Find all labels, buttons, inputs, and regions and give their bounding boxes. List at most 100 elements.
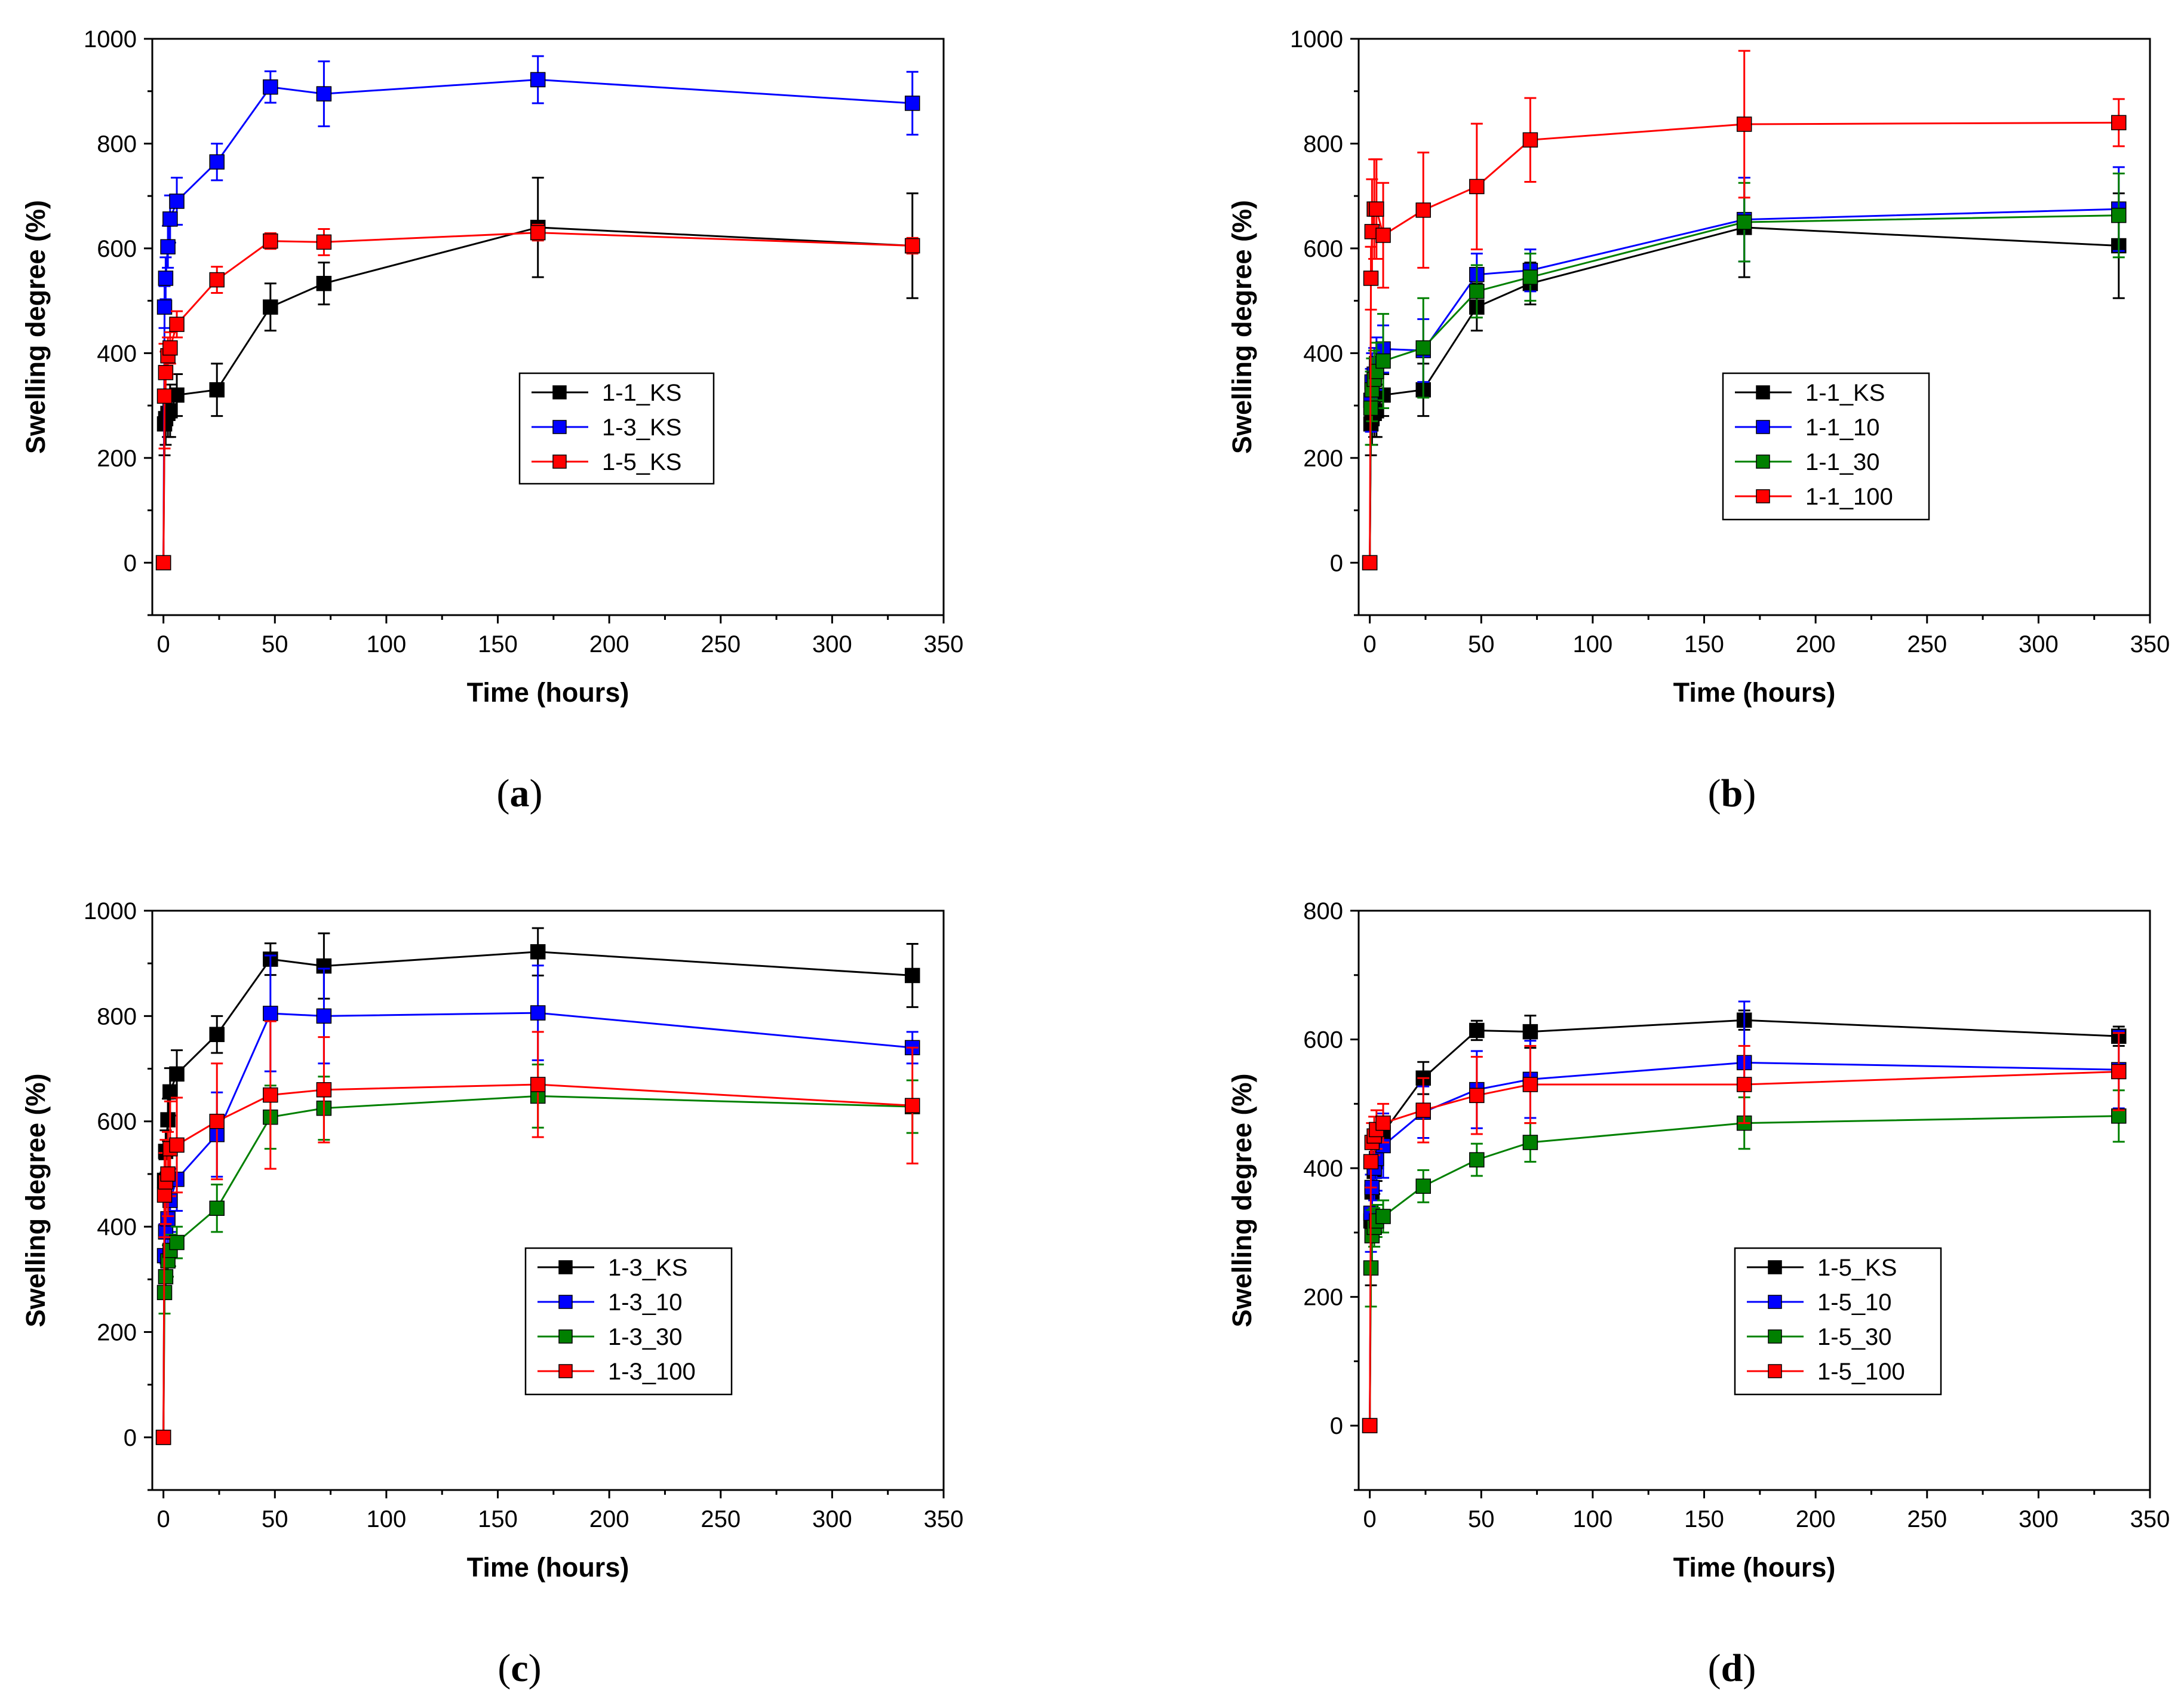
- legend-label: 1-3_30: [608, 1324, 683, 1350]
- data-point: [158, 271, 174, 286]
- y-axis-title: Swelling degree (%): [1227, 200, 1257, 454]
- data-point: [209, 1200, 225, 1216]
- y-axis-title: Swelling degree (%): [20, 1073, 51, 1327]
- panel-label-letter: d: [1721, 1646, 1743, 1690]
- data-point: [1736, 214, 1752, 230]
- data-point: [1375, 228, 1391, 243]
- x-tick-label: 100: [1573, 631, 1613, 658]
- chart-panel-d: 0 50 100 150 200 250 300 350 0 200 400 600 800 Time (…: [1227, 898, 2170, 1690]
- x-tick-label: 150: [478, 631, 518, 658]
- data-point: [1375, 1115, 1391, 1131]
- legend-marker: [1756, 420, 1770, 434]
- data-point: [1362, 1418, 1378, 1433]
- y-tick-label: 800: [1303, 131, 1343, 157]
- panel-label: (a): [497, 772, 543, 815]
- y-tick-label: 0: [124, 550, 137, 576]
- legend-label: 1-5_100: [1817, 1359, 1905, 1385]
- series-1-3_KS: [155, 55, 920, 571]
- legend-label: 1-1_KS: [1805, 380, 1885, 406]
- legend: 1-1_KS 1-1_10 1-1_30 1-1_100: [1722, 372, 1930, 521]
- data-point: [904, 967, 920, 984]
- legend-marker: [552, 385, 567, 400]
- legend-label: 1-3_10: [608, 1289, 683, 1316]
- data-point: [1469, 1022, 1485, 1039]
- panel-label: (d): [1708, 1646, 1756, 1690]
- data-point: [2111, 1108, 2127, 1124]
- data-point: [160, 239, 176, 255]
- data-point: [316, 1082, 332, 1098]
- x-tick-label: 300: [2019, 631, 2059, 658]
- y-tick-label: 600: [97, 1109, 137, 1135]
- y-tick-label: 200: [1303, 446, 1343, 472]
- data-point: [2111, 1064, 2127, 1080]
- legend-label: 1-3_100: [608, 1359, 696, 1385]
- legend-marker: [558, 1295, 573, 1309]
- x-tick-label: 300: [812, 1506, 852, 1532]
- data-point: [316, 1008, 332, 1024]
- legend-label: 1-5_KS: [1817, 1255, 1897, 1281]
- y-tick-label: 800: [1303, 898, 1343, 924]
- x-tick-label: 100: [1573, 1506, 1613, 1532]
- data-point: [156, 299, 173, 315]
- series-1-5_100: [1362, 1032, 2127, 1433]
- y-tick-label: 800: [97, 1003, 137, 1030]
- x-tick-label: 300: [812, 631, 852, 658]
- plot-frame: [1357, 910, 2151, 1491]
- legend-marker: [1768, 1295, 1782, 1309]
- panel-label-letter: c: [511, 1646, 528, 1690]
- panel-label-open: (: [497, 1646, 511, 1690]
- x-axis-title: Time (hours): [1673, 677, 1836, 708]
- data-point: [1415, 1178, 1431, 1194]
- data-point: [316, 86, 332, 102]
- legend-label: 1-5_10: [1817, 1289, 1892, 1316]
- x-tick-label: 100: [367, 1506, 407, 1532]
- y-tick-label: 0: [1330, 1413, 1343, 1439]
- legend-label: 1-5_30: [1817, 1324, 1892, 1350]
- legend-marker: [552, 454, 567, 469]
- x-tick-label: 250: [701, 631, 741, 658]
- legend: 1-1_KS 1-3_KS 1-5_KS: [518, 372, 715, 485]
- y-tick-label: 200: [1303, 1285, 1343, 1311]
- x-tick-label: 200: [1796, 631, 1836, 658]
- data-point: [1415, 1102, 1431, 1118]
- data-point: [1363, 271, 1379, 286]
- x-tick-label: 250: [1907, 1506, 1947, 1532]
- legend-marker: [1756, 489, 1770, 503]
- data-point: [1469, 1152, 1485, 1168]
- x-tick-label: 200: [1796, 1506, 1836, 1532]
- y-axis-title: Swelling degree (%): [1227, 1073, 1257, 1327]
- panel-label: (b): [1708, 772, 1756, 815]
- x-axis-title: Time (hours): [1673, 1552, 1836, 1583]
- legend-label: 1-5_KS: [602, 449, 681, 475]
- data-point: [263, 299, 278, 315]
- panel-label-letter: a: [510, 772, 530, 815]
- panel-label-open: (: [1708, 1646, 1721, 1690]
- data-point: [263, 1006, 278, 1021]
- data-point: [316, 234, 332, 250]
- legend-marker: [1768, 1364, 1782, 1378]
- data-point: [263, 1087, 278, 1103]
- plot-frame: [1357, 38, 2151, 616]
- data-point: [904, 238, 920, 254]
- data-point: [160, 1112, 176, 1128]
- data-point: [1522, 132, 1538, 148]
- data-point: [904, 96, 920, 111]
- data-point: [1522, 1135, 1538, 1150]
- series-1-1_30: [1362, 172, 2127, 571]
- legend-marker: [552, 420, 567, 434]
- legend-marker: [1768, 1329, 1782, 1344]
- data-point: [209, 272, 225, 288]
- data-point: [1375, 1209, 1391, 1224]
- panel-label-close: ): [530, 772, 543, 815]
- data-point: [169, 1234, 185, 1251]
- x-tick-label: 100: [367, 631, 407, 658]
- panel-label-open: (: [1708, 772, 1721, 815]
- data-point: [316, 275, 332, 291]
- x-tick-label: 0: [157, 631, 170, 658]
- data-point: [158, 1269, 174, 1285]
- data-point: [1363, 1154, 1379, 1170]
- x-tick-label: 300: [2019, 1506, 2059, 1532]
- legend-marker: [558, 1260, 573, 1274]
- y-tick-label: 1000: [84, 26, 137, 53]
